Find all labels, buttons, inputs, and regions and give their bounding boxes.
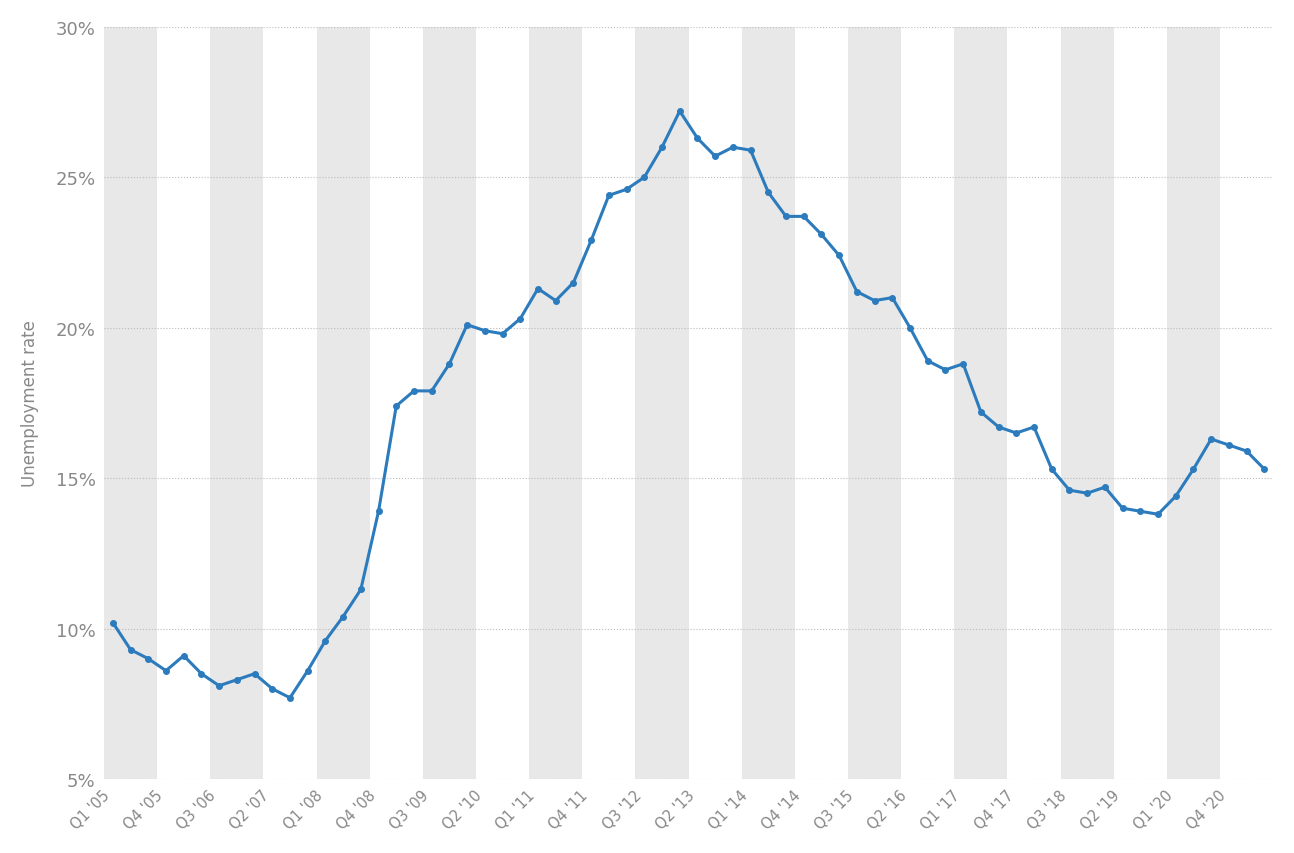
Bar (954, 28, 1008, 779)
Bar (529, 28, 582, 779)
Y-axis label: Unemployment rate: Unemployment rate (21, 320, 39, 487)
Bar (848, 28, 901, 779)
Bar (317, 28, 370, 779)
Bar (1273, 28, 1294, 779)
Bar (741, 28, 795, 779)
Bar (1061, 28, 1114, 779)
Bar (210, 28, 264, 779)
Bar (104, 28, 157, 779)
Bar (423, 28, 476, 779)
Bar (1167, 28, 1220, 779)
Bar (635, 28, 688, 779)
